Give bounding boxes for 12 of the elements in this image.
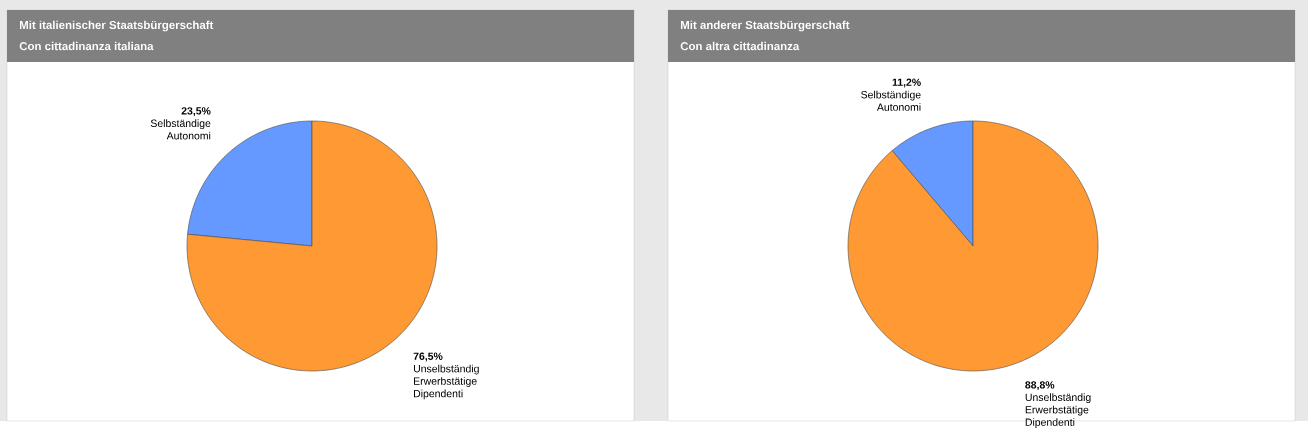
chart-title: Mit italienischer Staatsbürgerschaft bbox=[19, 20, 214, 32]
chart-subtitle: Con cittadinanza italiana bbox=[19, 41, 154, 51]
data-label: 23,5% bbox=[181, 107, 211, 117]
text: Con altra cittadinanza bbox=[680, 41, 800, 51]
data-label: 11,2% bbox=[892, 78, 921, 88]
slice-label: Selbständige Autonomi bbox=[150, 119, 211, 140]
slice-label: Unselbständig Erwerbstätige Dipendenti bbox=[413, 364, 479, 400]
data-label: 88,8% bbox=[1025, 381, 1055, 391]
data-label: 76,5% bbox=[413, 352, 443, 362]
slice-label: Unselbständig Erwerbstätige Dipendenti bbox=[1025, 393, 1091, 428]
chart-title: Mit anderer Staatsbürgerschaft bbox=[680, 20, 850, 32]
slice-label: Selbständige Autonomi bbox=[861, 90, 921, 111]
